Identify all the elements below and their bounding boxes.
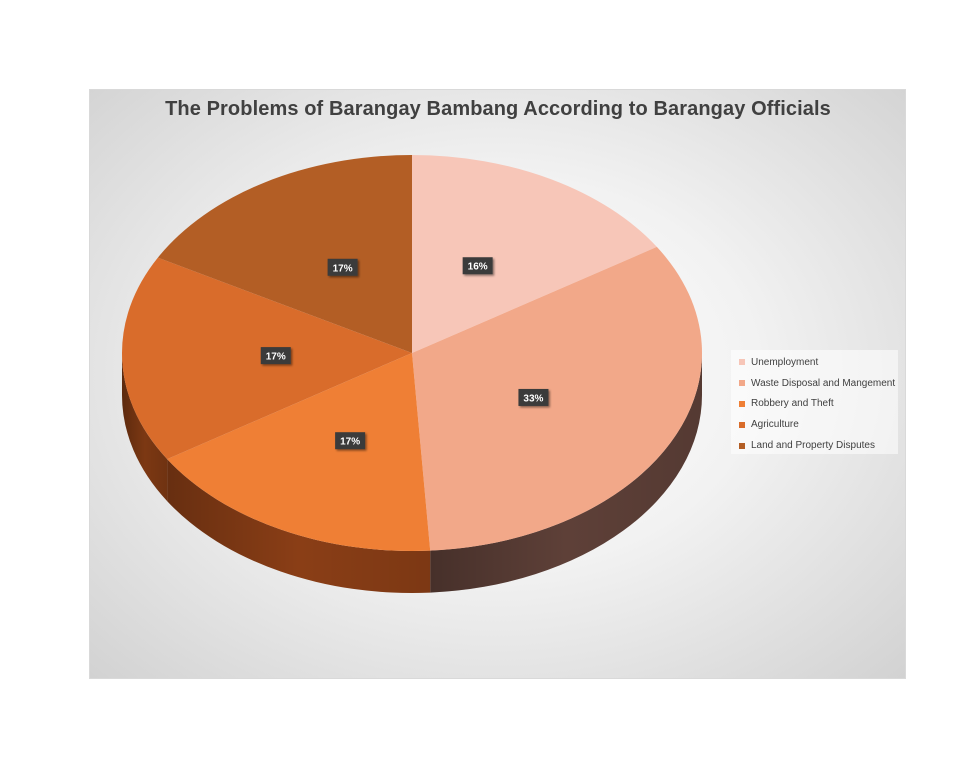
data-label-unemployment: 16%: [462, 257, 493, 275]
data-label-text: 16%: [468, 262, 488, 273]
legend-swatch: [739, 442, 745, 449]
legend: Unemployment Waste Disposal and Mangement…: [731, 350, 898, 454]
pie-top: [121, 155, 702, 552]
legend-swatch: [739, 359, 745, 366]
data-label-box: [335, 432, 366, 450]
legend-label: Land and Property Disputes: [751, 440, 875, 452]
data-label-text: 33%: [523, 393, 543, 404]
data-label-agriculture: 17%: [260, 347, 291, 365]
pie-labels: 16% 33% 17% 17% 17%: [260, 257, 549, 450]
legend-swatch: [739, 421, 745, 428]
legend-label: Robbery and Theft: [751, 398, 834, 410]
data-label-box: [518, 388, 549, 406]
legend-label: Unemployment: [751, 356, 819, 368]
legend-item-robbery-and-theft: Robbery and Theft: [739, 394, 898, 415]
data-label-robbery-and-theft: 17%: [335, 432, 366, 450]
data-label-land-and-property-disputes: 17%: [327, 258, 358, 276]
legend-label: Waste Disposal and Mangement: [751, 377, 896, 389]
legend-item-waste-disposal-and-mangement: Waste Disposal and Mangement: [739, 373, 898, 394]
pie-side-shade: [430, 353, 702, 593]
pie-side-shade: [122, 353, 168, 502]
legend-swatch: [739, 400, 745, 407]
data-label-box: [260, 347, 291, 365]
pie-side-shade: [167, 459, 431, 593]
pie-sides: [122, 353, 702, 593]
data-label-text: 17%: [333, 263, 353, 274]
legend-label: Agriculture: [751, 419, 799, 431]
legend-item-agriculture: Agriculture: [739, 414, 898, 435]
legend-item-land-and-property-disputes: Land and Property Disputes: [739, 435, 898, 456]
data-label-waste-disposal-and-mangement: 33%: [518, 388, 549, 406]
data-label-text: 17%: [266, 352, 286, 363]
data-label-box: [462, 257, 493, 275]
legend-swatch: [739, 380, 745, 387]
legend-item-unemployment: Unemployment: [739, 352, 898, 373]
pie-slice-unemployment: [412, 155, 657, 353]
data-label-text: 17%: [340, 437, 360, 448]
chart-title: The Problems of Barangay Bambang Accordi…: [165, 98, 831, 120]
data-label-box: [327, 258, 358, 276]
pie-slice-waste-disposal-and-mangement: [412, 246, 702, 551]
pie-slice-robbery-and-theft: [167, 353, 431, 552]
pie-slice-land-and-property-disputes: [157, 155, 412, 353]
